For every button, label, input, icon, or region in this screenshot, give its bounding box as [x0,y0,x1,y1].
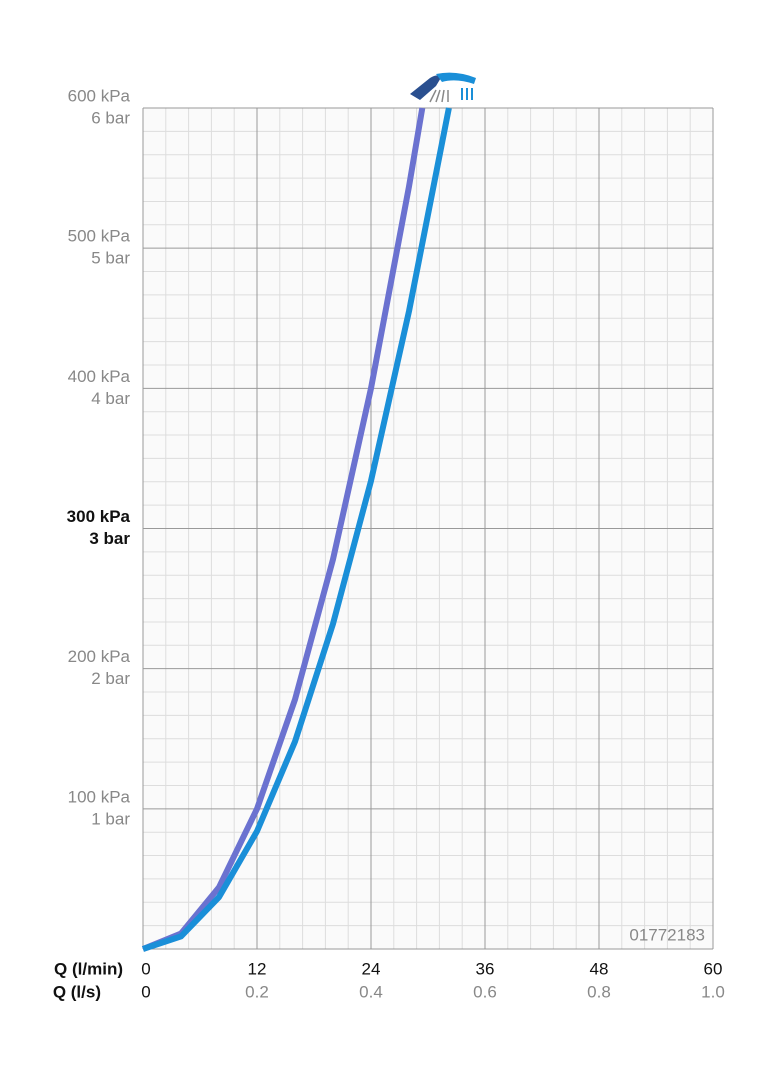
x-tick-label: 0 [141,959,150,978]
x-axis-label: Q (l/min) [54,959,123,978]
x2-tick-label: 0.2 [245,982,269,1001]
x2-tick-label: 0 [141,982,150,1001]
curve [142,107,452,952]
x-tick-label: 12 [248,959,267,978]
curve [141,107,426,952]
x2-tick-label: 0.6 [473,982,497,1001]
y-tick-label: 500 kPa [68,227,131,246]
y-tick-label: 300 kPa [67,507,131,526]
shower-icon [410,72,476,103]
y2-tick-label: 1 bar [91,809,130,828]
y2-tick-label: 3 bar [89,529,130,548]
x-tick-label: 48 [590,959,609,978]
x-tick-label: 24 [362,959,381,978]
x2-axis-label: Q (l/s) [53,982,101,1001]
x-tick-label: 60 [704,959,723,978]
y-tick-label: 400 kPa [68,367,131,386]
x2-tick-label: 0.4 [359,982,383,1001]
y-tick-label: 200 kPa [68,647,131,666]
y2-tick-label: 2 bar [91,669,130,688]
y-tick-label: 100 kPa [68,787,131,806]
code-label: 01772183 [629,925,705,944]
y2-tick-label: 6 bar [91,108,130,127]
x2-tick-label: 0.8 [587,982,611,1001]
y2-tick-label: 5 bar [91,249,130,268]
x2-tick-label: 1.0 [701,982,725,1001]
y2-tick-label: 4 bar [91,389,130,408]
x-tick-label: 36 [476,959,495,978]
y-tick-label: 600 kPa [68,86,131,105]
